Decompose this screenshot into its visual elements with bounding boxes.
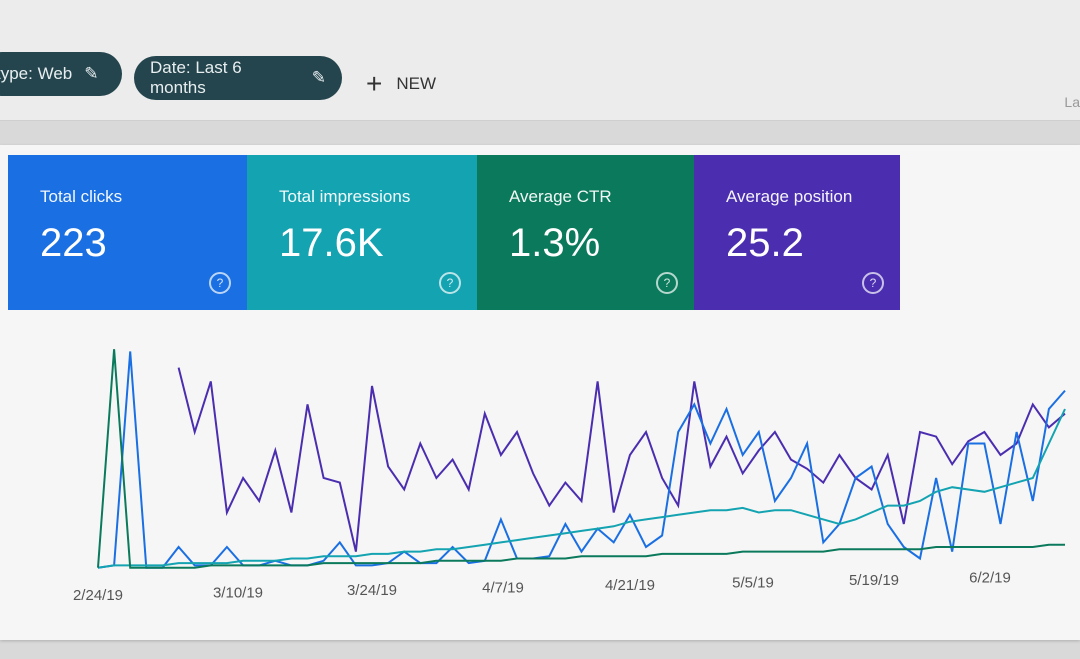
- filter-chip-type[interactable]: type: Web ✎: [0, 52, 122, 96]
- filter-chip-label: type: Web: [0, 64, 73, 83]
- metric-label: Average position: [726, 187, 853, 206]
- x-tick-label: 5/19/19: [849, 572, 899, 589]
- x-tick-label: 2/24/19: [73, 587, 123, 604]
- metric-card-ctr[interactable]: Average CTR 1.3% ?: [477, 155, 694, 310]
- metric-value: 223: [40, 221, 107, 265]
- series-line-0: [177, 367, 1066, 552]
- x-tick-label: 6/2/19: [969, 570, 1011, 587]
- filter-chip-date[interactable]: Date: Last 6 months ✎: [134, 56, 342, 100]
- help-icon[interactable]: ?: [209, 272, 231, 294]
- series-line-3: [97, 349, 1065, 569]
- filter-chip-label: Date: Last 6 months: [150, 58, 242, 97]
- metric-card-clicks[interactable]: Total clicks 223 ?: [8, 155, 247, 310]
- metric-card-impressions[interactable]: Total impressions 17.6K ?: [247, 155, 477, 310]
- x-tick-label: 3/10/19: [213, 585, 263, 602]
- help-icon[interactable]: ?: [656, 272, 678, 294]
- metric-value: 25.2: [726, 221, 804, 265]
- pencil-icon[interactable]: ✎: [84, 64, 99, 83]
- last-updated-text: La: [1064, 94, 1080, 110]
- help-icon[interactable]: ?: [862, 272, 884, 294]
- metric-label: Average CTR: [509, 187, 612, 206]
- metric-value: 1.3%: [509, 221, 601, 265]
- metric-card-position[interactable]: Average position 25.2 ?: [694, 155, 900, 310]
- series-line-2: [97, 408, 1066, 569]
- x-tick-label: 5/5/19: [732, 575, 774, 592]
- performance-chart: 2/24/19 3/10/19 3/24/19 4/7/19 4/21/19 5/5/19…: [73, 349, 1066, 604]
- plus-icon: +: [366, 68, 383, 99]
- help-icon[interactable]: ?: [439, 272, 461, 294]
- pencil-icon[interactable]: ✎: [311, 68, 326, 87]
- x-tick-label: 4/7/19: [482, 580, 524, 597]
- x-tick-label: 3/24/19: [347, 582, 397, 599]
- new-label: NEW: [396, 74, 437, 93]
- series-line-1: [97, 351, 1066, 569]
- performance-panel: Total clicks 223 ? Total impressions 17.…: [0, 145, 1080, 640]
- metric-label: Total clicks: [40, 187, 123, 206]
- new-filter-button[interactable]: + NEW: [366, 68, 436, 100]
- x-tick-label: 4/21/19: [605, 577, 655, 594]
- metric-label: Total impressions: [279, 187, 411, 206]
- filter-bar: type: Web ✎ Date: Last 6 months ✎ + NEW …: [0, 0, 1080, 121]
- metric-value: 17.6K: [279, 221, 384, 265]
